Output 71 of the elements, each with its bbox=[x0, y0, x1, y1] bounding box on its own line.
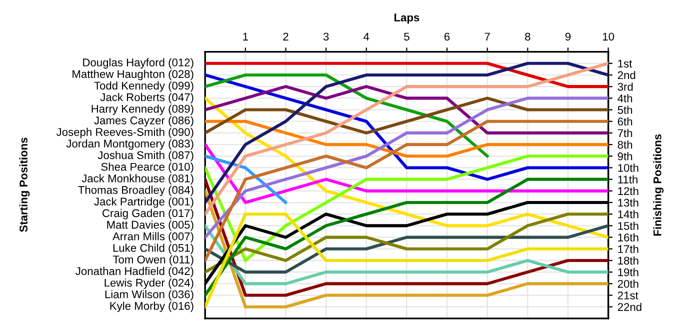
y-tick-label: 14th bbox=[618, 210, 638, 218]
line-series bbox=[205, 73, 608, 181]
line-series bbox=[205, 73, 489, 158]
y-tick-label: 2nd bbox=[618, 70, 636, 80]
series-label: Matthew Haughton (028) bbox=[72, 70, 194, 80]
series-label: Kyle Morby (016) bbox=[110, 302, 194, 312]
y-tick-label: 7th bbox=[618, 128, 632, 138]
y-tick-label: 16th bbox=[618, 233, 638, 242]
series-label: Jack Roberts (047) bbox=[100, 93, 194, 104]
series-label: Jack Monkhouse (081) bbox=[82, 174, 194, 185]
series-label: Lewis Ryder (024) bbox=[104, 278, 194, 289]
line-series bbox=[205, 178, 608, 297]
series-label: Harry Kennedy (089) bbox=[92, 104, 194, 115]
y-tick-label: 18th bbox=[618, 256, 638, 265]
line-series bbox=[205, 120, 608, 262]
x-tick-label: 8 bbox=[525, 32, 530, 41]
x-tick-label: 5 bbox=[404, 32, 410, 41]
line-series bbox=[205, 85, 608, 134]
series-label: Jonathan Hadfield (042) bbox=[76, 266, 194, 278]
y-tick-label: 10th bbox=[618, 164, 638, 172]
series-label: Douglas Hayford (012) bbox=[83, 58, 194, 69]
x-tick-label: 3 bbox=[323, 32, 329, 41]
y-tick-label: 20th bbox=[618, 280, 638, 288]
series-label: Arran Mills (007) bbox=[112, 232, 194, 242]
x-tick-label: 6 bbox=[444, 32, 450, 41]
y-tick-label: 15th bbox=[618, 222, 638, 230]
series-label: Jack Partridge (001) bbox=[94, 197, 194, 208]
series-label: Liam Wilson (036) bbox=[105, 290, 194, 300]
line-series bbox=[205, 143, 608, 204]
series-label: Todd Kennedy (099) bbox=[94, 81, 194, 92]
y-axis-title: Finishing Positions bbox=[653, 134, 664, 236]
x-tick-label: 9 bbox=[565, 32, 571, 41]
series-label: James Cayzer (086) bbox=[94, 116, 194, 127]
series-label: Luke Child (051) bbox=[113, 244, 194, 254]
series-label: Joseph Reeves-Smith (090) bbox=[56, 128, 194, 138]
y-tick-label: 21st bbox=[618, 292, 638, 300]
y-tick-label: 9th bbox=[618, 152, 632, 160]
line-series bbox=[205, 224, 608, 286]
y-tick-label: 12th bbox=[618, 186, 638, 196]
series-label: Jordan Montgomery (083) bbox=[66, 139, 194, 150]
series-label: Shea Pearce (010) bbox=[101, 162, 194, 173]
series-label: Craig Gaden (017) bbox=[102, 208, 194, 220]
series-label: Matt Davies (005) bbox=[107, 220, 194, 231]
y-tick-label: 3rd bbox=[618, 82, 633, 91]
x-tick-label: 4 bbox=[364, 32, 370, 40]
y-tick-label: 11th bbox=[618, 175, 638, 184]
x-tick-label: 2 bbox=[283, 32, 288, 40]
y-tick-label: 19th bbox=[618, 268, 638, 276]
x-tick-label: 7 bbox=[484, 32, 490, 40]
x-tick-label: 1 bbox=[243, 32, 248, 40]
y-tick-label: 13th bbox=[618, 198, 638, 207]
line-series bbox=[205, 212, 608, 274]
x-axis-title: Laps bbox=[394, 14, 420, 24]
y-tick-label: 17th bbox=[618, 244, 638, 254]
series-label: Tom Owen (011) bbox=[112, 255, 194, 266]
y-tick-label: 6th bbox=[618, 117, 632, 126]
y-tick-label: 5th bbox=[618, 106, 632, 114]
x-tick-label: 10 bbox=[602, 32, 614, 41]
line-series bbox=[205, 224, 608, 274]
y-tick-label: 22nd bbox=[618, 302, 642, 311]
text: Starting Positions bbox=[19, 138, 30, 232]
line-series bbox=[205, 154, 608, 262]
series-label: Joshua Smith (087) bbox=[98, 150, 194, 162]
line-series bbox=[205, 212, 608, 308]
line-series bbox=[205, 120, 608, 158]
line-series bbox=[205, 96, 608, 134]
line-series bbox=[205, 189, 608, 308]
y-tick-label: 8th bbox=[618, 140, 632, 149]
y-tick-label: 1st bbox=[618, 60, 632, 68]
series-label: Thomas Broadley (084) bbox=[78, 186, 194, 196]
y-tick-label: 4th bbox=[618, 94, 632, 102]
